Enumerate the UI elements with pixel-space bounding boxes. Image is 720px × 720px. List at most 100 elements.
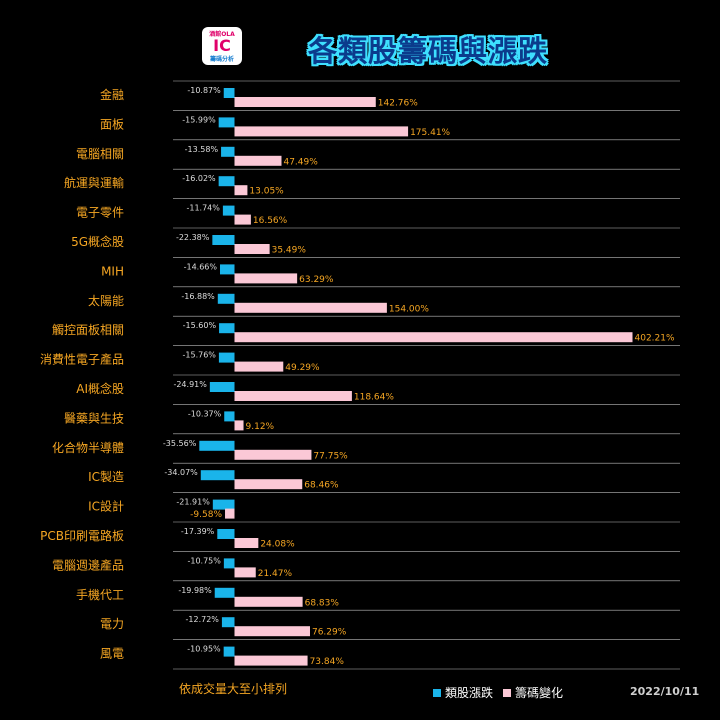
data-label-chip-change: 16.56% [253, 216, 288, 226]
bar-price-change [224, 411, 235, 422]
category-label: IC製造 [88, 470, 124, 484]
category-label: 手機代工 [76, 587, 124, 602]
data-label-chip-change: 13.05% [249, 187, 284, 197]
bar-chip-change [234, 185, 248, 196]
bar-chip-change [234, 273, 298, 284]
bar-chip-change [234, 361, 284, 372]
category-label: MIH [101, 264, 124, 278]
category-label: AI概念股 [76, 381, 124, 396]
category-label: 航運與運輸 [64, 175, 124, 190]
category-label: 太陽能 [88, 293, 124, 308]
bar-chip-change [234, 214, 251, 225]
bar-chip-change [234, 332, 633, 343]
data-label-price-change: -34.07% [164, 468, 198, 477]
category-label: 5G概念股 [71, 234, 124, 249]
bar-price-change [221, 617, 235, 628]
data-label-price-change: -12.72% [186, 615, 220, 624]
data-label-price-change: -10.75% [187, 556, 221, 565]
bar-price-change [212, 235, 235, 245]
data-label-price-change: -15.60% [183, 321, 217, 330]
bar-price-change [218, 176, 235, 187]
bar-price-change [219, 323, 235, 334]
data-label-price-change: -15.76% [183, 351, 217, 360]
sort-note: 依成交量大至小排列 [179, 682, 288, 696]
category-label: 電腦相關 [76, 146, 124, 161]
data-label-price-change: -15.99% [182, 115, 216, 124]
data-label-chip-change: 9.12% [246, 422, 275, 432]
data-label-chip-change: 175.41% [410, 128, 450, 138]
bar-chip-change [234, 449, 312, 460]
bar-price-change [219, 264, 235, 275]
bar-price-change [223, 646, 235, 657]
data-label-chip-change: 49.29% [285, 363, 320, 373]
bar-chip-change [225, 508, 235, 519]
data-label-chip-change: 73.84% [310, 657, 345, 667]
data-label-chip-change: 402.21% [635, 334, 675, 344]
category-label: 醫藥與生技 [64, 411, 124, 425]
bar-chip-change [234, 244, 270, 254]
bar-price-change [222, 205, 235, 216]
bar-price-change [218, 352, 235, 363]
data-label-chip-change: 118.64% [354, 393, 394, 403]
data-label-chip-change: 21.47% [258, 569, 293, 579]
legend-swatch-negative [433, 688, 441, 697]
data-label-chip-change: 142.76% [378, 99, 418, 109]
data-label-chip-change: 154.00% [389, 304, 429, 314]
data-label-chip-change: 77.75% [313, 451, 348, 461]
bar-chip-change [234, 479, 303, 490]
data-label-price-change: -21.91% [176, 498, 210, 507]
legend-label-positive: 籌碼變化 [515, 686, 564, 700]
legend-item-negative: 類股漲跌 [433, 684, 493, 701]
logo-text-top: 酒館OLA [209, 31, 235, 38]
data-label-chip-change: 24.08% [260, 540, 295, 550]
category-label: 電腦週邊產品 [52, 557, 124, 572]
data-label-chip-change: 63.29% [299, 275, 334, 285]
category-label: 觸控面板相關 [52, 322, 124, 337]
category-label: 化合物半導體 [52, 440, 124, 455]
category-label: PCB印刷電路板 [40, 528, 124, 543]
bar-chip-change [234, 420, 244, 431]
bar-chip-change [234, 538, 259, 548]
bar-price-change [223, 88, 235, 98]
data-label-price-change: -11.74% [186, 204, 220, 213]
data-label-chip-change: 68.46% [304, 481, 339, 491]
bar-chip-change [234, 126, 409, 137]
category-label: 電力 [100, 617, 124, 631]
chart-title: 各類股籌碼與漲跌 [308, 34, 549, 68]
category-label: 風電 [100, 647, 124, 661]
data-label-price-change: -16.88% [181, 292, 215, 301]
bar-price-change [221, 146, 235, 157]
legend-swatch-positive [503, 688, 512, 697]
data-label-price-change: -16.02% [182, 174, 216, 183]
bar-price-change [200, 470, 235, 481]
data-label-price-change: -22.38% [176, 233, 210, 242]
legend-item-positive: 籌碼變化 [503, 684, 563, 701]
category-label: 消費性電子產品 [40, 352, 124, 367]
report-date: 2022/10/11 [630, 685, 700, 698]
bar-chip-change [234, 391, 352, 401]
category-label: 金融 [100, 87, 124, 102]
chart-legend: 類股漲跌 籌碼變化 [433, 684, 573, 701]
category-label: IC設計 [88, 499, 124, 514]
bar-chip-change [234, 567, 256, 578]
bar-chip-change [234, 655, 308, 666]
data-label-price-change: -13.58% [185, 145, 219, 154]
data-label-chip-change: 76.29% [312, 628, 347, 638]
data-label-price-change: -17.39% [181, 527, 215, 536]
bar-price-change [218, 117, 235, 128]
data-label-chip-change: 47.49% [283, 157, 318, 167]
category-label: 電子零件 [76, 206, 124, 220]
data-label-price-change: -24.91% [173, 380, 207, 389]
data-label-price-change: -19.98% [178, 586, 212, 595]
bar-price-change [217, 293, 235, 304]
bar-price-change [214, 587, 235, 598]
bar-chip-change [234, 596, 303, 607]
data-label-chip-change: 35.49% [272, 246, 307, 256]
data-label-chip-change: -9.58% [190, 510, 222, 520]
bar-price-change [223, 558, 235, 569]
bar-chip-change [234, 626, 310, 637]
data-label-chip-change: 68.83% [305, 598, 340, 608]
data-label-price-change: -10.95% [187, 645, 221, 654]
legend-label-negative: 類股漲跌 [445, 686, 494, 700]
